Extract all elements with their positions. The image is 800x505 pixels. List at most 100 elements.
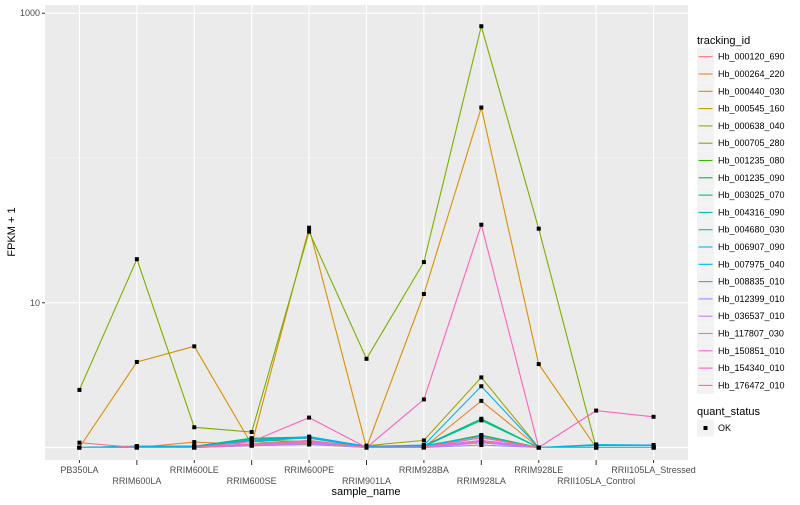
data-point xyxy=(77,440,82,445)
legend-label: OK xyxy=(718,423,731,433)
legend-label: Hb_001235_090 xyxy=(718,173,785,183)
data-point xyxy=(421,260,426,265)
data-point xyxy=(192,445,197,450)
data-point xyxy=(594,445,599,450)
legend-item: Hb_006907_090 xyxy=(697,238,785,256)
legend-title: tracking_id xyxy=(697,35,750,47)
x-tick-label: RRIM928LA xyxy=(457,476,506,486)
data-point xyxy=(479,384,484,389)
legend-label: Hb_012399_010 xyxy=(718,294,785,304)
legend: tracking_id Hb_000120_690 Hb_000264_220 Hb… xyxy=(697,35,785,437)
legend-item: Hb_000440_030 xyxy=(697,82,785,100)
data-point xyxy=(536,445,541,450)
legend-item: Hb_154340_010 xyxy=(697,359,785,377)
data-point xyxy=(307,438,312,443)
data-point xyxy=(364,356,369,361)
data-point xyxy=(479,398,484,403)
x-tick-label: RRIM600LA xyxy=(112,476,161,486)
data-point xyxy=(249,442,254,447)
data-point xyxy=(134,359,139,364)
legend-item: Hb_036537_010 xyxy=(697,307,785,325)
legend-label: Hb_003025_070 xyxy=(718,190,785,200)
data-point xyxy=(421,397,426,402)
legend-item: Hb_176472_010 xyxy=(697,376,785,394)
data-point xyxy=(479,105,484,110)
legend-label: Hb_000264_220 xyxy=(718,69,785,79)
y-axis-title: FPKM + 1 xyxy=(6,207,18,256)
data-point xyxy=(651,443,656,448)
data-point xyxy=(307,229,312,234)
data-point xyxy=(77,445,82,450)
x-tick-label: RRII105LA_Control xyxy=(557,476,635,486)
data-point xyxy=(651,445,656,450)
x-axis: PB350LA RRIM600LA RRIM600LE RRIM600SE RRIM60… xyxy=(60,460,696,486)
legend-item: Hb_117807_030 xyxy=(697,325,784,342)
data-point xyxy=(77,387,82,392)
legend-label: Hb_150851_010 xyxy=(718,346,785,356)
legend-label: Hb_154340_010 xyxy=(718,363,785,373)
legend-label: Hb_000120_690 xyxy=(718,52,785,62)
legend-item: Hb_000545_160 xyxy=(697,100,785,118)
x-tick-label: RRIM600LE xyxy=(170,465,219,475)
data-point xyxy=(134,445,139,450)
legend-label: Hb_008835_010 xyxy=(718,277,785,287)
x-tick-label: RRIM928LE xyxy=(514,465,563,475)
data-point xyxy=(192,440,197,445)
legend-label: Hb_176472_010 xyxy=(718,380,785,390)
legend-item: Hb_012399_010 xyxy=(697,290,785,308)
x-tick-label: RRIM928BA xyxy=(399,465,449,475)
legend-label: Hb_117807_030 xyxy=(718,329,784,339)
data-point xyxy=(479,222,484,227)
legend-item: Hb_001235_090 xyxy=(697,169,785,187)
legend-label: Hb_001235_080 xyxy=(718,156,785,166)
data-point xyxy=(134,257,139,262)
legend-item: Hb_001235_080 xyxy=(697,152,785,169)
data-point xyxy=(594,443,599,448)
shape-legend-title: quant_status xyxy=(697,406,760,418)
legend-item: Hb_004316_090 xyxy=(697,203,785,221)
data-point xyxy=(479,417,484,422)
legend-label: Hb_007975_040 xyxy=(718,259,785,269)
legend-item: Hb_000638_040 xyxy=(697,117,785,135)
data-point xyxy=(651,414,656,419)
legend-label: Hb_036537_010 xyxy=(718,311,785,321)
y-tick-label: 1000 xyxy=(20,8,40,18)
x-tick-label: PB350LA xyxy=(60,465,98,475)
data-point xyxy=(307,415,312,420)
x-tick-label: RRIM901LA xyxy=(342,476,391,486)
legend-label: Hb_000545_160 xyxy=(718,104,785,114)
data-point xyxy=(249,430,254,435)
legend-label: Hb_000705_280 xyxy=(718,138,785,148)
legend-item: Hb_008835_010 xyxy=(697,273,785,291)
x-axis-title: sample_name xyxy=(331,486,400,498)
x-tick-label: RRIM600SE xyxy=(227,476,277,486)
data-point xyxy=(594,408,599,413)
data-point xyxy=(364,445,369,450)
data-point xyxy=(536,362,541,367)
y-tick-label: 10 xyxy=(30,298,40,308)
data-point xyxy=(421,445,426,450)
data-point xyxy=(192,425,197,430)
data-point xyxy=(192,344,197,349)
data-point xyxy=(536,226,541,231)
y-axis: 10 1000 xyxy=(20,8,45,308)
data-point xyxy=(421,291,426,296)
legend-item: Hb_000264_220 xyxy=(697,65,785,83)
legend-item: Hb_003025_070 xyxy=(697,186,785,204)
legend-label: Hb_000440_030 xyxy=(718,86,785,96)
legend-item: Hb_000705_280 xyxy=(697,134,785,152)
legend-item: Hb_000120_690 xyxy=(697,48,785,66)
legend-label: Hb_004680_030 xyxy=(718,225,785,235)
data-point xyxy=(479,375,484,380)
legend-label: Hb_004316_090 xyxy=(718,207,785,217)
shape-legend-item: OK xyxy=(697,419,731,437)
data-point xyxy=(479,440,484,445)
data-point xyxy=(307,434,312,439)
data-points xyxy=(77,24,656,450)
data-point xyxy=(421,438,426,443)
legend-label: Hb_000638_040 xyxy=(718,121,785,131)
data-point xyxy=(479,24,484,29)
legend-item: Hb_004680_030 xyxy=(697,221,785,239)
data-point xyxy=(249,439,254,444)
